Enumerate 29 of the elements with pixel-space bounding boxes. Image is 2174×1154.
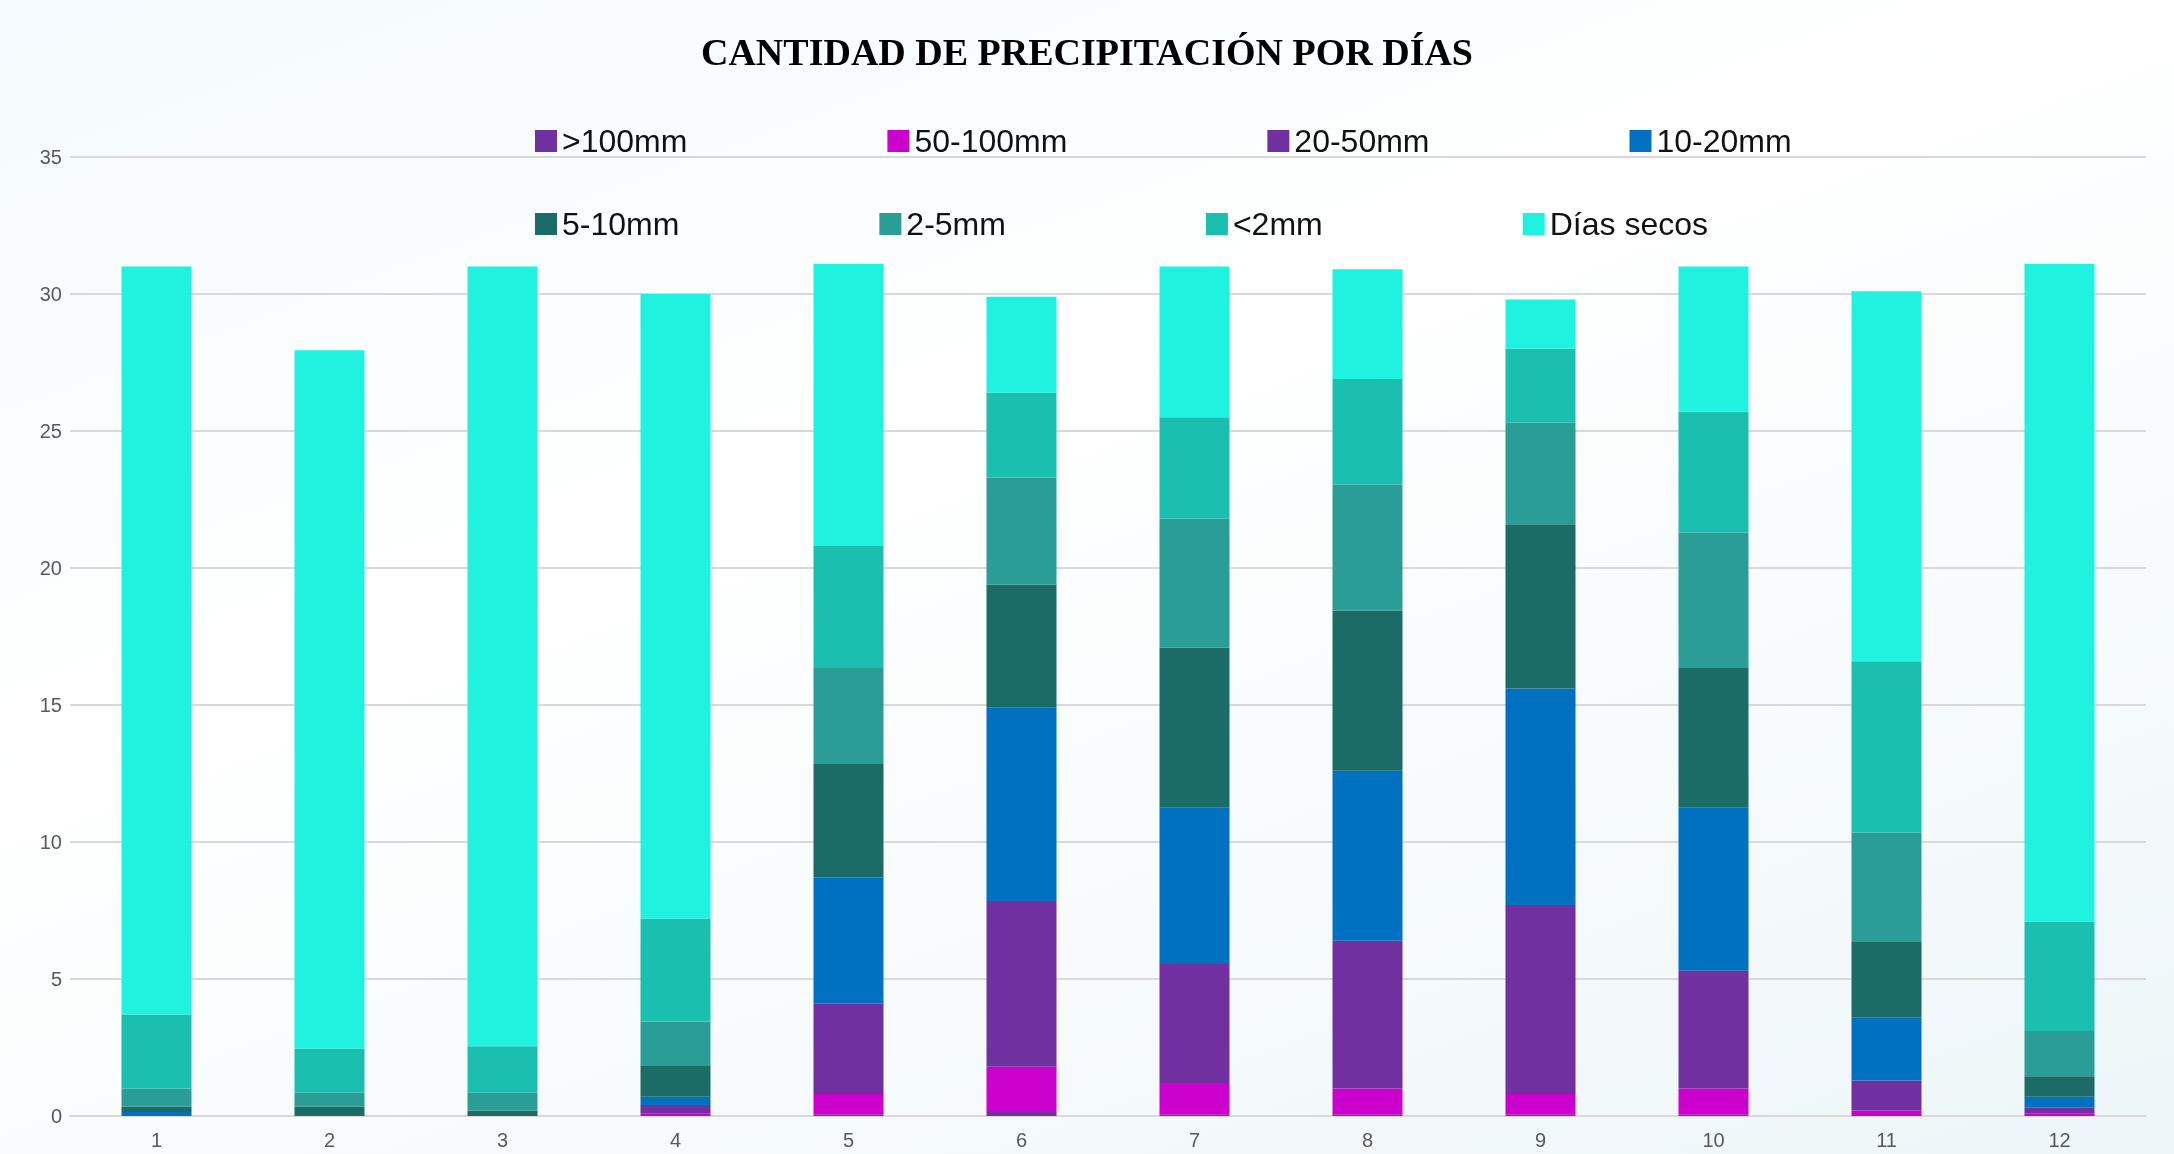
x-tick-label: 3 [496,1129,509,1151]
y-tick-label: 0 [50,1105,62,1127]
legend-label: 50-100mm [914,123,1068,159]
legend-label: 10-20mm [1656,123,1792,159]
y-tick-label: 35 [39,146,62,168]
x-tick-label: 8 [1361,1129,1374,1151]
legend-label: 5-10mm [562,206,680,242]
chart-title: CANTIDAD DE PRECIPITACIÓN POR DÍAS [700,31,1474,73]
y-tick-label: 30 [39,283,62,305]
x-tick-label: 6 [1015,1129,1028,1151]
x-tick-label: 11 [1876,1129,1897,1151]
legend-label: >100mm [562,123,688,159]
x-tick-label: 7 [1188,1129,1201,1151]
y-tick-label: 10 [39,831,62,853]
y-tick-label: 25 [39,420,62,442]
legend-label: 20-50mm [1294,123,1430,159]
y-tick-label: 20 [39,557,62,579]
legend-label: 2-5mm [906,206,1006,242]
x-tick-label: 5 [842,1129,855,1151]
x-tick-label: 1 [150,1129,163,1151]
x-tick-label: 9 [1534,1129,1547,1151]
legend-label: Días secos [1549,206,1708,242]
legend-label: <2mm [1232,206,1323,242]
x-tick-label: 12 [2048,1129,2071,1151]
x-tick-label: 10 [1702,1129,1725,1151]
y-tick-label: 5 [50,968,62,990]
y-tick-label: 15 [39,694,62,716]
x-tick-label: 4 [669,1129,682,1151]
x-tick-label: 2 [323,1129,336,1151]
